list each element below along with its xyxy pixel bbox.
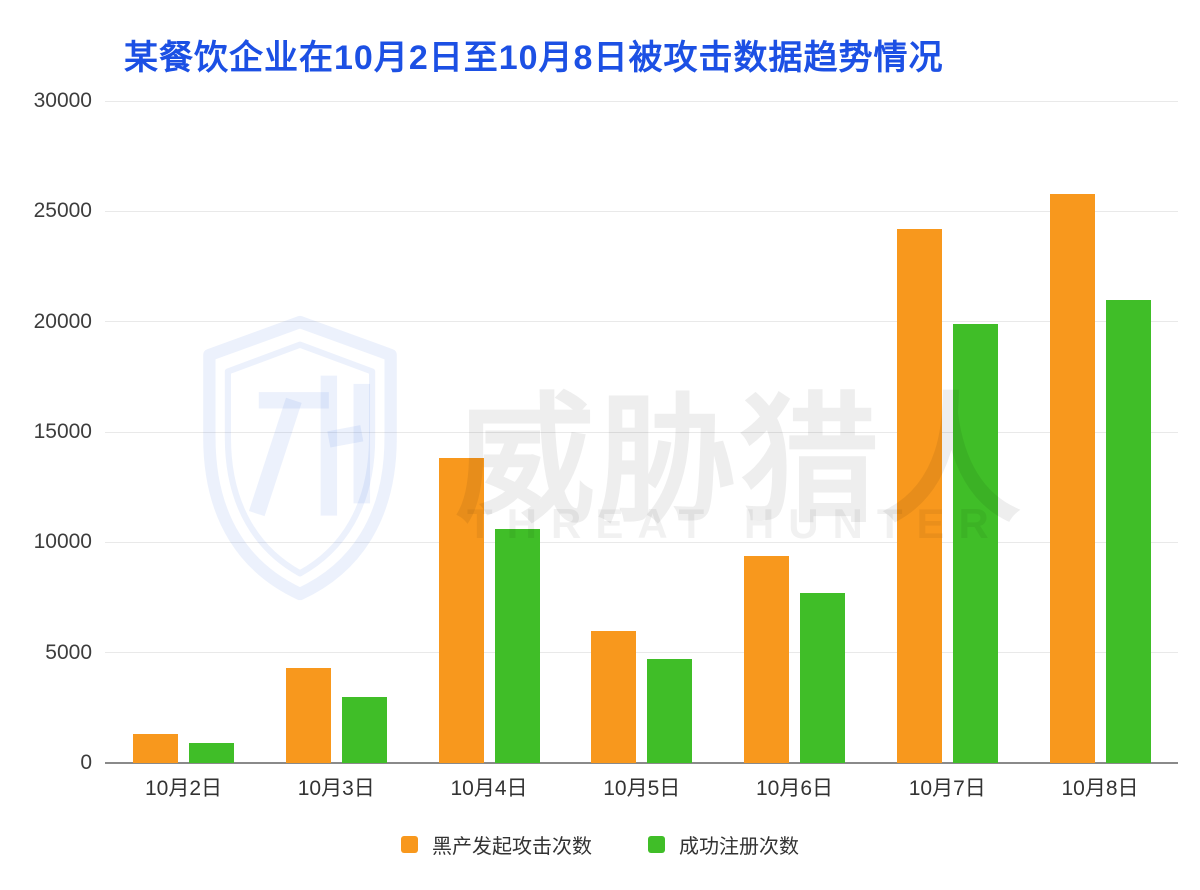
y-axis-tick-label: 15000 [33, 420, 92, 443]
chart-title: 某餐饮企业在10月2日至10月8日被攻击数据趋势情况 [124, 39, 944, 77]
bar-registrations [952, 323, 998, 763]
x-axis-tick-label: 10月7日 [908, 777, 986, 800]
y-axis-tick-label: 25000 [33, 199, 92, 223]
gridline [105, 541, 1178, 543]
x-axis-tick-label: 10月6日 [755, 777, 834, 800]
y-axis-tick-label: 30000 [33, 89, 92, 112]
x-axis-tick-label: 10月5日 [603, 777, 681, 800]
bar-registrations [800, 593, 845, 763]
legend: 黑产发起攻击次数 成功注册次数 [0, 830, 1200, 859]
gridline [105, 100, 1178, 102]
bar-registrations [341, 696, 387, 763]
bar-attacks [896, 228, 942, 763]
gridline [105, 321, 1178, 323]
bar-registrations [494, 529, 540, 763]
y-axis-tick-label: 20000 [33, 309, 92, 333]
gridline [105, 652, 1178, 654]
bar-attacks [744, 555, 789, 763]
legend-color-swatch-icon [648, 836, 665, 853]
legend-label: 成功注册次数 [679, 836, 799, 858]
legend-item: 黑产发起攻击次数 [401, 830, 592, 859]
y-axis-tick-label: 10000 [33, 530, 92, 554]
bar-attacks [1049, 193, 1095, 763]
y-axis-tick-label: 0 [80, 751, 92, 774]
x-axis-tick-label: 10月2日 [144, 777, 223, 800]
bar-attacks [438, 458, 484, 763]
bar-registrations [1105, 299, 1151, 763]
x-axis-tick-label: 10月3日 [297, 777, 375, 800]
bar-registrations [647, 659, 693, 763]
gridline [105, 431, 1178, 433]
legend-color-swatch-icon [401, 836, 418, 853]
y-axis-tick-label: 5000 [45, 640, 92, 664]
bar-attacks [285, 668, 331, 763]
x-axis-tick-label: 10月8日 [1061, 777, 1139, 800]
legend-label: 黑产发起攻击次数 [432, 836, 592, 858]
bar-registrations [189, 743, 234, 763]
legend-item: 成功注册次数 [648, 830, 799, 859]
bar-attacks [133, 734, 178, 763]
bar-attacks [591, 630, 637, 763]
x-axis-baseline [105, 762, 1178, 764]
gridline [105, 210, 1178, 212]
x-axis-tick-label: 10月4日 [450, 777, 528, 800]
